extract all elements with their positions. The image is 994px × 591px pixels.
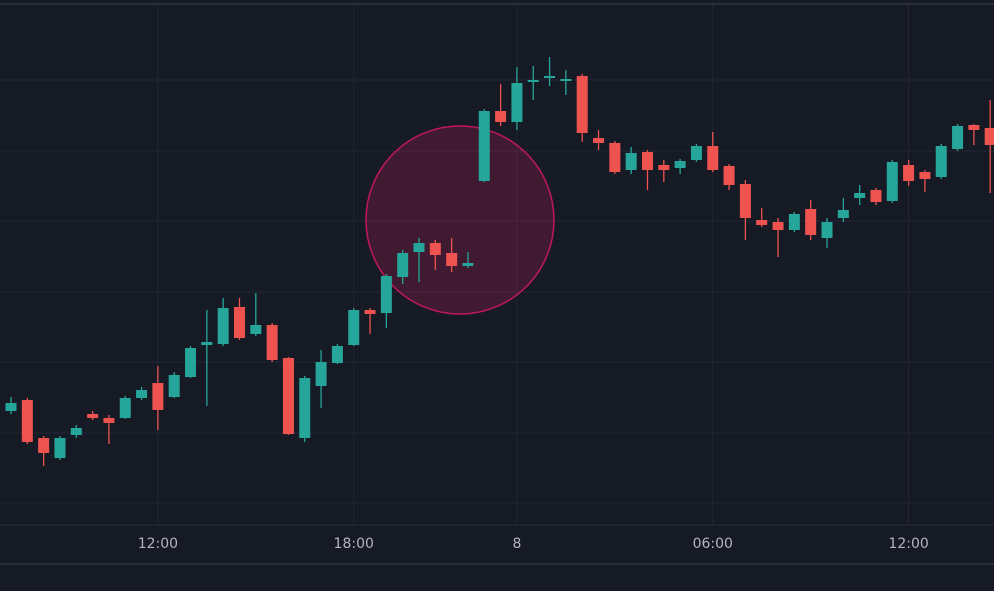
candle-body bbox=[299, 378, 311, 438]
candle-body bbox=[168, 375, 180, 397]
candle-body bbox=[837, 210, 849, 218]
candle-body bbox=[805, 209, 817, 235]
candle-body bbox=[576, 76, 588, 133]
candle-body bbox=[593, 138, 605, 143]
candle-body bbox=[952, 126, 964, 149]
candle-body bbox=[21, 400, 33, 442]
candle-body bbox=[707, 146, 719, 170]
candles bbox=[5, 57, 994, 466]
candle-body bbox=[478, 111, 490, 181]
grid bbox=[0, 5, 994, 525]
candle-body bbox=[511, 83, 523, 122]
candle-body bbox=[854, 193, 866, 198]
candle-body bbox=[674, 161, 686, 168]
candle-body bbox=[119, 398, 131, 418]
candle-body bbox=[70, 428, 82, 435]
candle-body bbox=[462, 263, 474, 266]
candle-body bbox=[935, 146, 947, 177]
candle-body bbox=[331, 346, 343, 363]
candle-body bbox=[250, 325, 262, 334]
highlight-circle bbox=[365, 125, 555, 315]
candle-body bbox=[658, 165, 670, 170]
candle-body bbox=[495, 111, 507, 122]
candle-body bbox=[544, 76, 556, 78]
candle-body bbox=[5, 403, 17, 411]
candle-body bbox=[103, 418, 115, 423]
candle-body bbox=[397, 253, 409, 277]
candle-body bbox=[756, 220, 768, 225]
candle-body bbox=[903, 165, 915, 181]
candle-body bbox=[919, 172, 931, 179]
x-tick-label: 12:00 bbox=[888, 536, 928, 552]
candle-body bbox=[821, 222, 833, 238]
candle-body bbox=[282, 358, 294, 434]
candle-body bbox=[429, 243, 441, 255]
candle-body bbox=[560, 79, 572, 81]
candle-body bbox=[446, 253, 458, 266]
candle-body bbox=[772, 222, 784, 230]
candle-body bbox=[870, 190, 882, 202]
candle-body bbox=[690, 146, 702, 160]
candle-body bbox=[380, 276, 392, 313]
candle-body bbox=[364, 310, 376, 314]
x-tick-label: 18:00 bbox=[334, 536, 374, 552]
candle-body bbox=[968, 125, 980, 130]
candle-body bbox=[185, 348, 197, 377]
candle-body bbox=[609, 143, 621, 172]
candle-body bbox=[788, 214, 800, 230]
candle-body bbox=[87, 414, 99, 418]
x-tick-label: 8 bbox=[512, 536, 521, 552]
candle-body bbox=[527, 80, 539, 82]
candle-body bbox=[38, 438, 50, 453]
candle-body bbox=[641, 152, 653, 170]
candle-body bbox=[233, 307, 245, 338]
candle-body bbox=[201, 342, 213, 345]
candle-body bbox=[152, 383, 164, 410]
candle-body bbox=[266, 325, 278, 360]
candle-body bbox=[723, 166, 735, 185]
candle-body bbox=[348, 310, 360, 345]
candle-body bbox=[739, 184, 751, 218]
x-tick-label: 12:00 bbox=[138, 536, 178, 552]
candle-body bbox=[984, 128, 994, 145]
candle-body bbox=[315, 362, 327, 386]
candle-body bbox=[217, 308, 229, 344]
candle-body bbox=[413, 243, 425, 252]
candle-body bbox=[136, 390, 148, 398]
candle-body bbox=[625, 153, 637, 170]
candle-body bbox=[54, 438, 66, 458]
x-tick-label: 06:00 bbox=[693, 536, 733, 552]
candle-body bbox=[886, 162, 898, 201]
